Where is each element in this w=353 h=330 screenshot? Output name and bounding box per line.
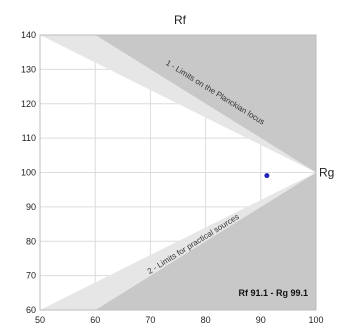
y-tick-label-8: 140 [21, 30, 36, 40]
x-tick-label-1: 60 [90, 315, 100, 325]
chart-title: Rf [174, 13, 187, 27]
value-readout: Rf 91.1 - Rg 99.1 [238, 288, 308, 298]
y-tick-label-5: 110 [22, 133, 36, 143]
y-tick-label-1: 70 [26, 271, 36, 281]
y-tick-label-7: 130 [21, 64, 36, 74]
x-tick-label-4: 90 [256, 315, 266, 325]
y-tick-label-4: 100 [21, 168, 36, 178]
points-layer [264, 173, 270, 179]
x-tick-label-5: 100 [308, 315, 323, 325]
frame-layer [39, 34, 317, 311]
x-axis-title: Rg [319, 166, 334, 180]
regions-layer [40, 35, 316, 310]
x-tick-label-0: 50 [35, 315, 45, 325]
y-tick-label-6: 120 [21, 99, 36, 109]
y-tick-label-2: 80 [26, 236, 36, 246]
x-tick-label-2: 70 [145, 315, 155, 325]
plot-frame [39, 34, 317, 311]
y-tick-label-3: 90 [26, 202, 36, 212]
x-tick-label-3: 80 [201, 315, 211, 325]
data-point-0 [264, 173, 270, 179]
y-tick-label-0: 60 [26, 305, 36, 315]
region-2 [40, 35, 316, 173]
region-3 [40, 172, 316, 310]
